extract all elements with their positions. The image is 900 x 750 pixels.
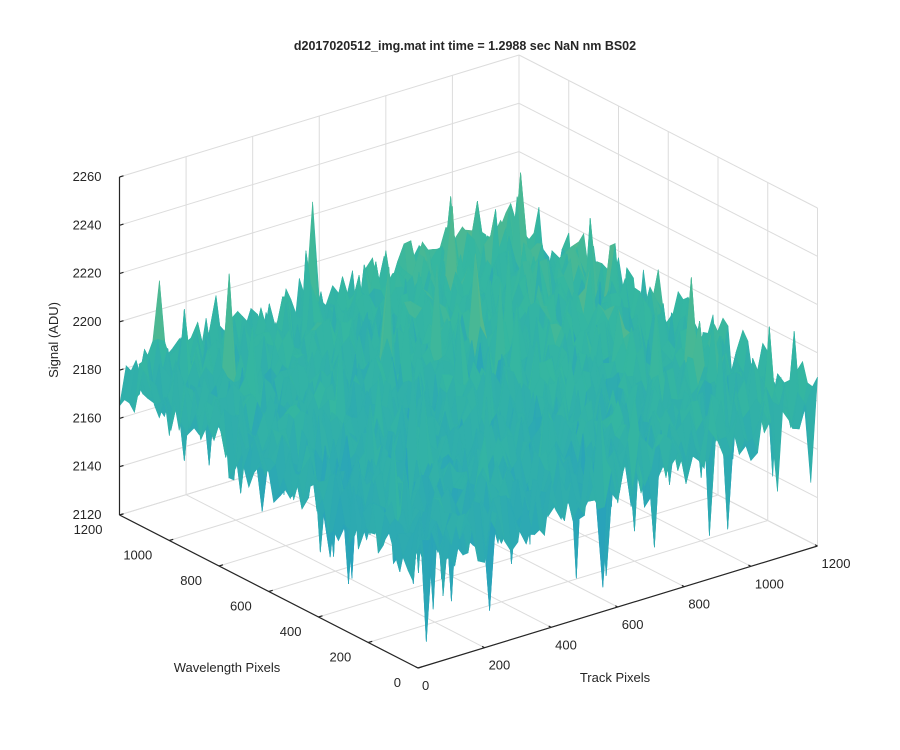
y-tick-label: 800 [180, 573, 202, 588]
grid-side-z [518, 199, 818, 354]
x-tick-label: 0 [422, 678, 429, 693]
x-tick-label: 400 [555, 637, 577, 652]
grid-side-z [518, 151, 818, 306]
z-tick [119, 271, 124, 275]
y-tick-label: 400 [280, 624, 302, 639]
y-tick-label: 600 [230, 599, 252, 614]
grid-back-z [119, 151, 520, 275]
grid-back-z [119, 54, 520, 178]
z-tick [119, 416, 124, 420]
x-tick-label: 200 [489, 658, 511, 673]
x-tick-label: 600 [622, 617, 644, 632]
z-tick-label: 2200 [73, 314, 102, 329]
x-tick-label: 800 [688, 597, 710, 612]
y-tick [318, 615, 323, 618]
z-tick-label: 2240 [73, 217, 102, 232]
y-tick-label: 1200 [74, 522, 103, 537]
x-tick [681, 584, 685, 588]
y-tick [417, 666, 423, 669]
y-tick [368, 640, 373, 644]
grid-side-z [518, 102, 818, 257]
x-tick [481, 645, 485, 649]
z-tick-label: 2220 [73, 266, 102, 281]
grid-floor-y [318, 494, 719, 618]
z-tick [119, 320, 124, 323]
z-tick [119, 513, 124, 516]
x-tick [748, 564, 752, 567]
y-tick-label: 200 [330, 650, 352, 665]
surface-facet [412, 516, 425, 582]
y-tick [268, 589, 273, 593]
tick-marks [119, 175, 818, 669]
x-tick-label: 1000 [755, 576, 784, 591]
y-axis-label: Wavelength Pixels [174, 660, 281, 675]
x-tick [814, 544, 818, 547]
x-tick [548, 625, 552, 628]
surface-mesh [119, 172, 818, 642]
x-tick [614, 605, 619, 608]
tick-labels: 0 200 400 600 800 1000 1200 0 200 400 600 800 1000 12… [73, 169, 851, 693]
z-tick-label: 2260 [73, 169, 102, 184]
z-tick [119, 223, 124, 226]
x-tick [415, 666, 419, 669]
y-tick [218, 564, 224, 567]
z-tick-label: 2140 [73, 459, 102, 474]
grid-floor-y [368, 520, 768, 643]
grid-side-z [518, 54, 818, 209]
y-tick-label: 1000 [123, 548, 152, 563]
z-tick [119, 464, 124, 468]
z-tick-label: 2160 [73, 410, 102, 425]
chart-title: d2017020512_img.mat int time = 1.2988 se… [294, 39, 636, 53]
x-axis-label: Track Pixels [580, 670, 651, 685]
z-tick-label: 2180 [73, 362, 102, 377]
grid-back-z [119, 102, 520, 226]
z-tick [119, 175, 124, 178]
z-axis-label: Signal (ADU) [46, 302, 61, 378]
z-tick [119, 368, 124, 371]
y-tick-label: 0 [394, 675, 401, 690]
z-tick-label: 2120 [73, 507, 102, 522]
x-tick-label: 1200 [822, 556, 851, 571]
y-tick [169, 538, 174, 542]
